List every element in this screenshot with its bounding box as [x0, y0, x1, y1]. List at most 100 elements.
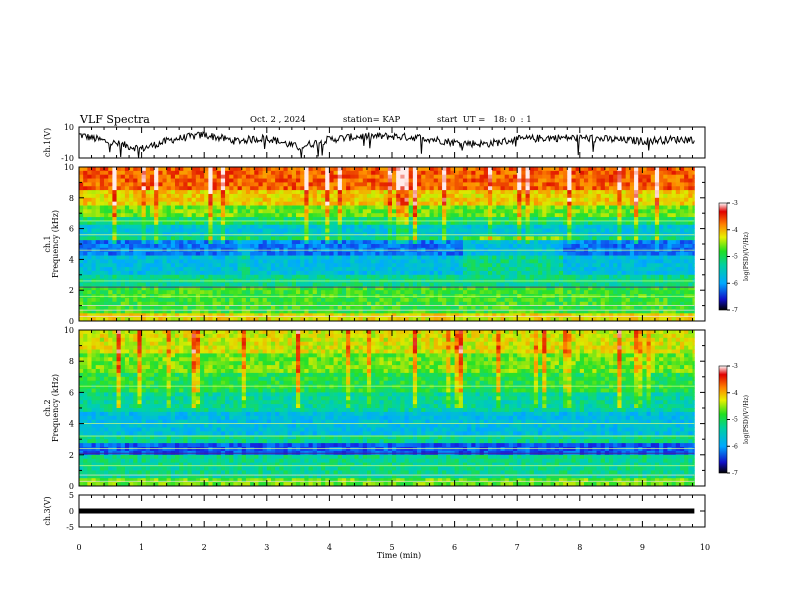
psd-cell: [379, 178, 385, 183]
psd-cell: [383, 267, 389, 272]
psd-cell: [550, 297, 556, 303]
psd-cell: [529, 201, 535, 206]
psd-cell: [362, 297, 368, 303]
psd-cell: [400, 193, 405, 199]
psd-cell: [149, 197, 155, 203]
psd-cell: [392, 220, 397, 226]
psd-cell: [404, 309, 410, 314]
psd-cell: [508, 213, 514, 218]
psd-cell: [200, 170, 205, 176]
psd-cell: [170, 301, 176, 306]
psd-cell: [571, 213, 577, 218]
psd-cell: [191, 251, 197, 256]
psd-cell: [141, 220, 147, 226]
psd-cell: [158, 270, 163, 276]
psd-cell: [563, 309, 568, 314]
psd-cell: [166, 197, 172, 203]
psd-cell: [195, 317, 201, 322]
psd-cell: [187, 317, 193, 322]
psd-cell: [513, 301, 518, 306]
psd-cell: [300, 290, 305, 295]
psd-cell: [312, 186, 318, 191]
psd-cell: [133, 270, 138, 276]
psd-cell: [437, 170, 443, 176]
psd-cell: [183, 251, 188, 256]
psd-cell: [287, 186, 293, 191]
psd-cell: [108, 301, 113, 306]
psd-cell: [124, 228, 130, 233]
psd-cell: [362, 220, 368, 226]
psd-cell: [283, 178, 289, 183]
psd-cell: [496, 205, 501, 210]
psd-cell: [425, 270, 430, 276]
psd-cell: [375, 178, 380, 183]
psd-cell: [592, 236, 597, 241]
psd-cell: [563, 236, 568, 241]
psd-cell: [179, 228, 184, 233]
psd-cell: [116, 186, 122, 191]
psd-cell: [458, 274, 464, 280]
psd-cell: [112, 259, 117, 264]
psd-cell: [513, 263, 518, 268]
psd-cell: [525, 240, 531, 245]
psd-cell: [346, 224, 351, 229]
psd-cell: [124, 193, 130, 199]
psd-cell: [99, 182, 105, 187]
psd-cell: [83, 186, 88, 191]
psd-cell: [233, 313, 238, 318]
psd-cell: [87, 167, 92, 172]
psd-cell: [458, 255, 464, 260]
psd-cell: [521, 197, 526, 203]
psd-cell: [525, 205, 531, 210]
psd-cell: [304, 201, 309, 206]
psd-cell: [108, 213, 113, 218]
psd-cell: [429, 228, 435, 233]
psd-cell: [266, 286, 272, 291]
psd-cell: [442, 317, 447, 322]
psd-cell: [204, 167, 209, 172]
psd-cell: [371, 174, 376, 179]
psd-cell: [508, 186, 514, 191]
psd-cell: [437, 182, 443, 187]
psd-cell: [300, 190, 305, 195]
psd-cell: [417, 178, 422, 183]
psd-cell: [208, 255, 213, 260]
psd-cell: [454, 228, 460, 233]
psd-cell: [366, 244, 372, 249]
psd-cell: [99, 274, 105, 280]
psd-cell: [533, 263, 539, 268]
psd-cell: [554, 297, 560, 303]
psd-cell: [120, 224, 126, 229]
psd-cell: [124, 251, 130, 256]
psd-cell: [529, 228, 535, 233]
psd-cell: [312, 290, 318, 295]
psd-cell: [262, 228, 268, 233]
psd-cell: [575, 282, 581, 287]
psd-cell: [308, 305, 314, 310]
psd-cell: [308, 309, 314, 314]
psd-cell: [233, 251, 238, 256]
psd-cell: [296, 290, 301, 295]
psd-cell: [162, 178, 168, 183]
psd-cell: [588, 255, 593, 260]
psd-cell: [366, 201, 372, 206]
psd-cell: [254, 313, 259, 318]
psd-cell: [396, 167, 401, 172]
psd-cell: [462, 263, 468, 268]
psd-cell: [504, 209, 510, 214]
psd-cell: [571, 255, 577, 260]
psd-cell: [283, 267, 289, 272]
psd-cell: [225, 217, 230, 222]
psd-cell: [567, 228, 572, 233]
psd-cell: [475, 224, 481, 229]
psd-cell: [149, 244, 155, 249]
psd-cell: [425, 182, 430, 187]
psd-cell: [87, 220, 92, 226]
psd-cell: [529, 236, 535, 241]
psd-cell: [304, 309, 309, 314]
psd-cell: [379, 282, 385, 287]
psd-cell: [174, 297, 180, 303]
psd-cell: [554, 274, 560, 280]
psd-cell: [479, 174, 485, 179]
psd-cell: [454, 182, 460, 187]
